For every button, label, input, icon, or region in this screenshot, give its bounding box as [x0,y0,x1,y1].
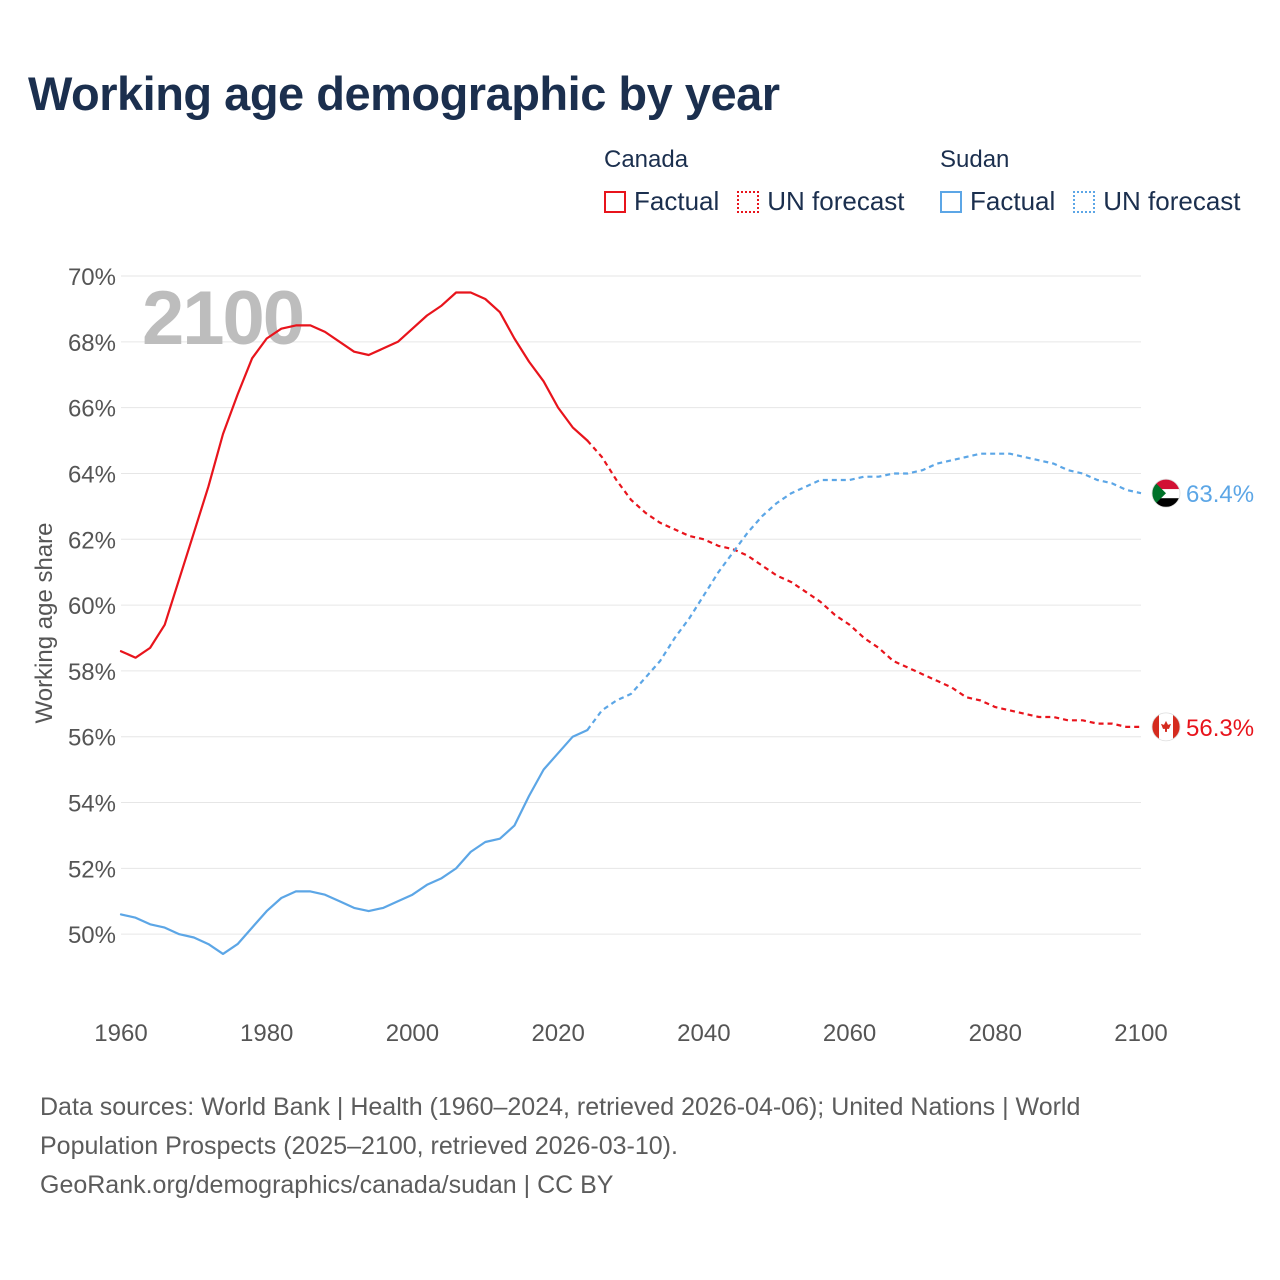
chart-title: Working age demographic by year [28,67,780,120]
end-markers: 56.3% 63.4% [1151,478,1254,742]
sudan-end-label: 63.4% [1186,481,1254,508]
line-chart: 2100 50% 52% 54% 56% 58% 60% 62% 64% 66% 68% 70% 1… [31,264,1254,1047]
flag-band-middle [1152,489,1180,499]
y-tick-label: 62% [68,527,116,554]
y-tick-label: 56% [68,725,116,752]
legend-swatch-solid [604,190,626,213]
footer: Data sources: World Bank | Health (1960–… [40,1088,1220,1205]
y-tick-label: 60% [68,593,116,620]
canada-flag-icon [1152,712,1180,741]
attribution-link[interactable]: GeoRank.org/demographics/canada/sudan | … [40,1171,614,1199]
legend-label: UN forecast [767,186,905,216]
y-axis-label: Working age share [31,523,58,724]
y-tick-label: 54% [68,791,116,818]
canada-end-label: 56.3% [1186,715,1254,742]
x-tick-label: 2100 [1114,1020,1167,1047]
x-tick-label: 2060 [823,1020,876,1047]
flag-band-bottom [1152,498,1180,508]
flag-band-right [1173,712,1180,741]
flag-triangle [1152,479,1166,508]
legend-group-title: Sudan [940,146,1010,173]
canada-forecast-line [586,439,1141,728]
year-watermark: 2100 [142,276,303,361]
series-lines [119,291,1142,955]
x-tick-label: 2020 [531,1020,584,1047]
flag-outline [1151,712,1181,742]
sudan-factual-line [119,729,589,955]
flag-outline [1151,478,1181,508]
legend-swatch-dotted [1073,190,1096,213]
legend-canada-factual[interactable]: Factual [604,186,719,217]
y-tick-label: 64% [68,461,116,488]
x-axis: 1960 1980 2000 2020 2040 2060 2080 2100 [94,1020,1167,1047]
legend-sudan-factual[interactable]: Factual [940,186,1055,217]
legend-label: UN forecast [1103,186,1241,216]
y-tick-label: 52% [68,856,116,883]
x-tick-label: 2080 [969,1020,1022,1047]
x-tick-label: 2000 [386,1020,439,1047]
legend-canada-forecast[interactable]: UN forecast [737,186,905,217]
y-tick-label: 68% [68,330,116,357]
x-tick-label: 2040 [677,1020,730,1047]
x-tick-label: 1960 [94,1020,147,1047]
y-tick-label: 66% [68,396,116,423]
flag-band-left [1152,712,1159,741]
legend-group-canada: Canada Factual UN forecast [604,146,923,217]
y-tick-label: 58% [68,659,116,686]
sudan-forecast-line [586,452,1142,731]
y-axis: 50% 52% 54% 56% 58% 60% 62% 64% 66% 68% 70% [68,264,116,949]
legend-label: Factual [634,186,720,216]
y-tick-label: 70% [68,264,116,291]
legend-sudan-forecast[interactable]: UN forecast [1073,186,1241,217]
legend-group-sudan: Sudan Factual UN forecast [940,146,1241,217]
grid [121,275,1141,935]
legend-swatch-solid [940,190,962,213]
legend-label: Factual [970,186,1056,216]
legend-group-title: Canada [604,146,689,173]
source-line-1: Data sources: World Bank | Health (1960–… [40,1093,1081,1121]
y-tick-label: 50% [68,922,116,949]
x-tick-label: 1980 [240,1020,293,1047]
maple-leaf-icon [1161,720,1171,732]
flag-band-top [1152,479,1180,490]
source-line-2: Population Prospects (2025–2100, retriev… [40,1132,678,1160]
sudan-flag-icon [1152,479,1180,508]
canada-factual-line [119,291,589,659]
legend-swatch-dotted [737,190,760,213]
